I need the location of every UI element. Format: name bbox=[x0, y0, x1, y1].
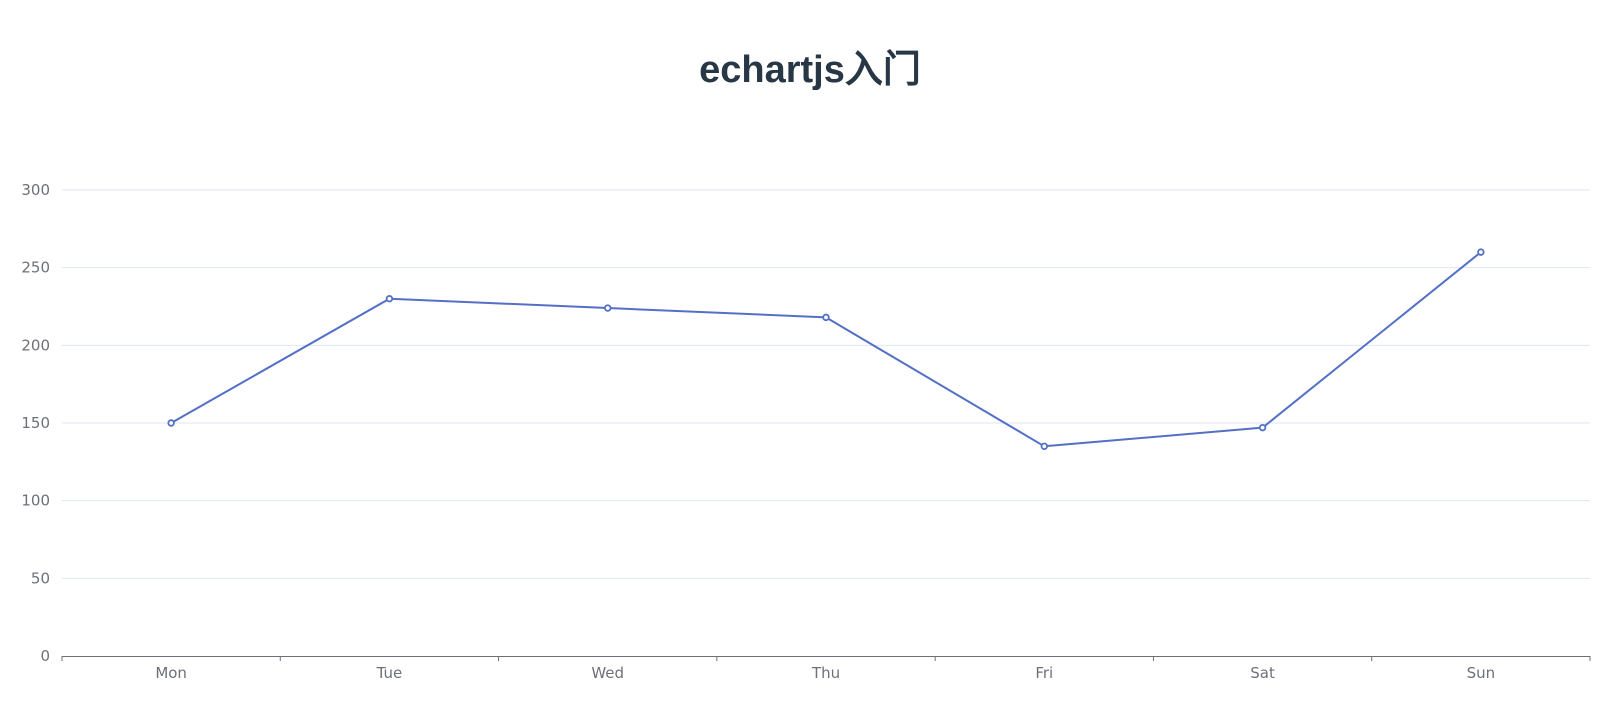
data-point bbox=[1040, 442, 1048, 450]
chart-title: echartjs入门 bbox=[699, 49, 921, 91]
data-point bbox=[822, 313, 830, 322]
x-tick-label: Sat bbox=[1250, 664, 1275, 682]
x-tick-label: Fri bbox=[1035, 664, 1053, 682]
y-tick-label: 300 bbox=[21, 181, 50, 199]
x-tick-label: Sun bbox=[1467, 664, 1496, 682]
x-tick-label: Thu bbox=[811, 664, 840, 682]
y-tick-label: 200 bbox=[21, 336, 50, 354]
series-line bbox=[170, 251, 1482, 448]
x-tick-label: Wed bbox=[591, 664, 624, 682]
x-tick-label: Mon bbox=[155, 664, 187, 682]
data-point bbox=[385, 295, 394, 303]
y-tick-label: 150 bbox=[21, 414, 50, 432]
y-tick-label: 0 bbox=[40, 647, 50, 665]
y-tick-label: 250 bbox=[21, 259, 50, 277]
data-point bbox=[1477, 248, 1485, 256]
data-point bbox=[604, 304, 612, 312]
y-tick-label: 50 bbox=[31, 569, 50, 587]
y-tick-label: 100 bbox=[21, 492, 50, 510]
x-tick-label: Tue bbox=[376, 664, 403, 682]
data-point bbox=[1258, 423, 1267, 432]
data-point bbox=[167, 419, 175, 427]
